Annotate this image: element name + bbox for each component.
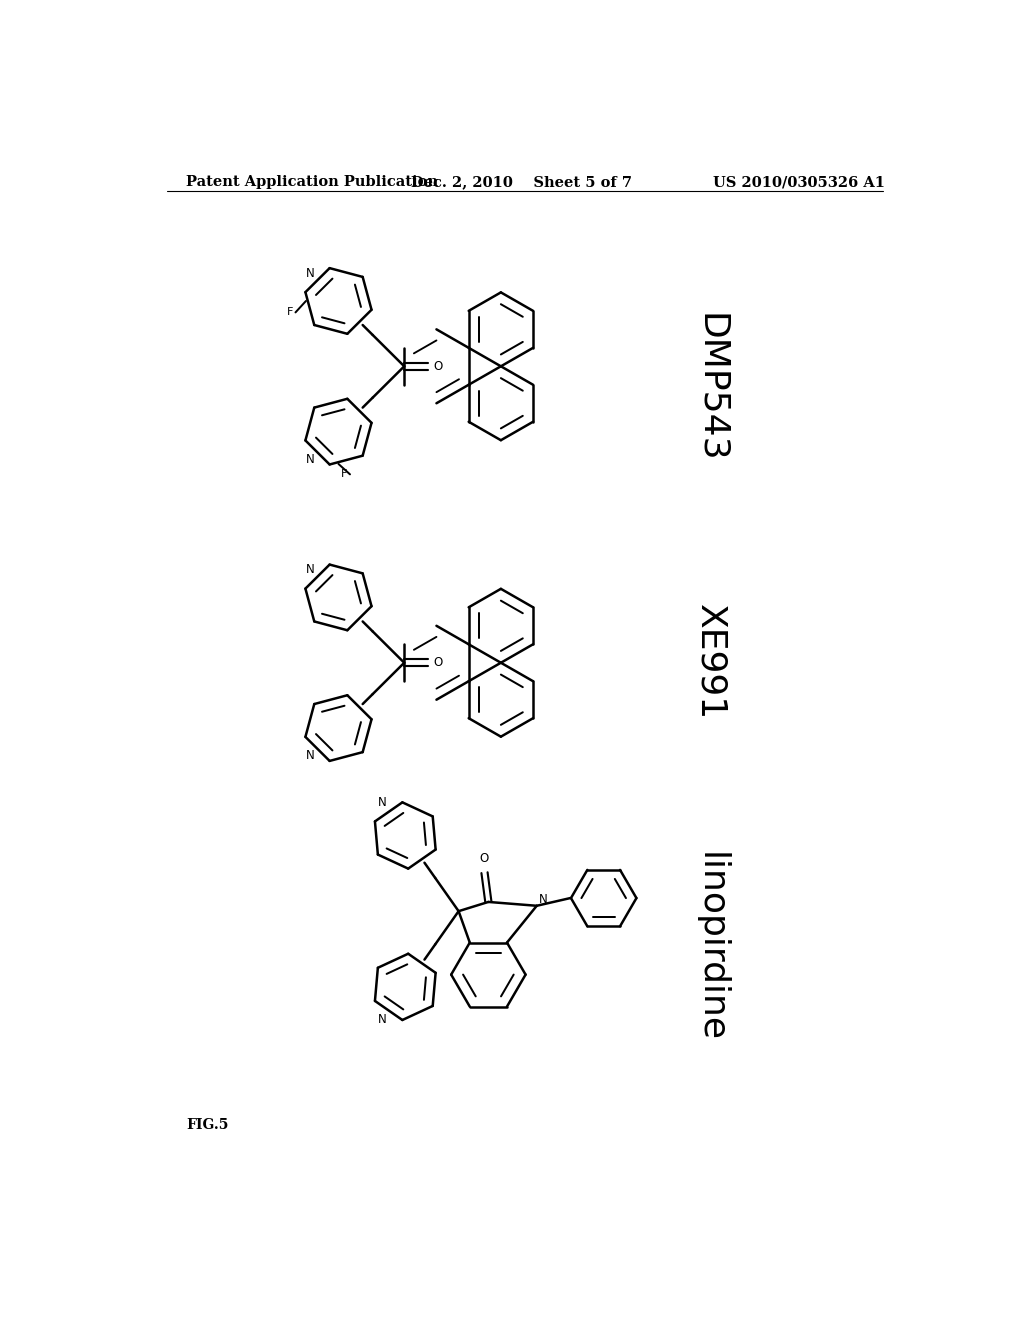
Text: N: N — [306, 267, 315, 280]
Text: N: N — [306, 453, 315, 466]
Text: N: N — [378, 1012, 387, 1026]
Text: O: O — [480, 851, 489, 865]
Text: F: F — [341, 470, 348, 479]
Text: DMP543: DMP543 — [694, 313, 728, 463]
Text: XE991: XE991 — [694, 603, 728, 721]
Text: Patent Application Publication: Patent Application Publication — [186, 176, 438, 189]
Text: N: N — [378, 796, 387, 809]
Text: FIG.5: FIG.5 — [186, 1118, 228, 1133]
Text: US 2010/0305326 A1: US 2010/0305326 A1 — [713, 176, 885, 189]
Text: O: O — [434, 656, 443, 669]
Text: linopirdine: linopirdine — [694, 851, 728, 1041]
Text: N: N — [306, 564, 315, 577]
Text: Dec. 2, 2010    Sheet 5 of 7: Dec. 2, 2010 Sheet 5 of 7 — [411, 176, 632, 189]
Text: N: N — [539, 894, 547, 906]
Text: F: F — [287, 308, 293, 317]
Text: N: N — [306, 750, 315, 762]
Text: O: O — [434, 360, 443, 372]
